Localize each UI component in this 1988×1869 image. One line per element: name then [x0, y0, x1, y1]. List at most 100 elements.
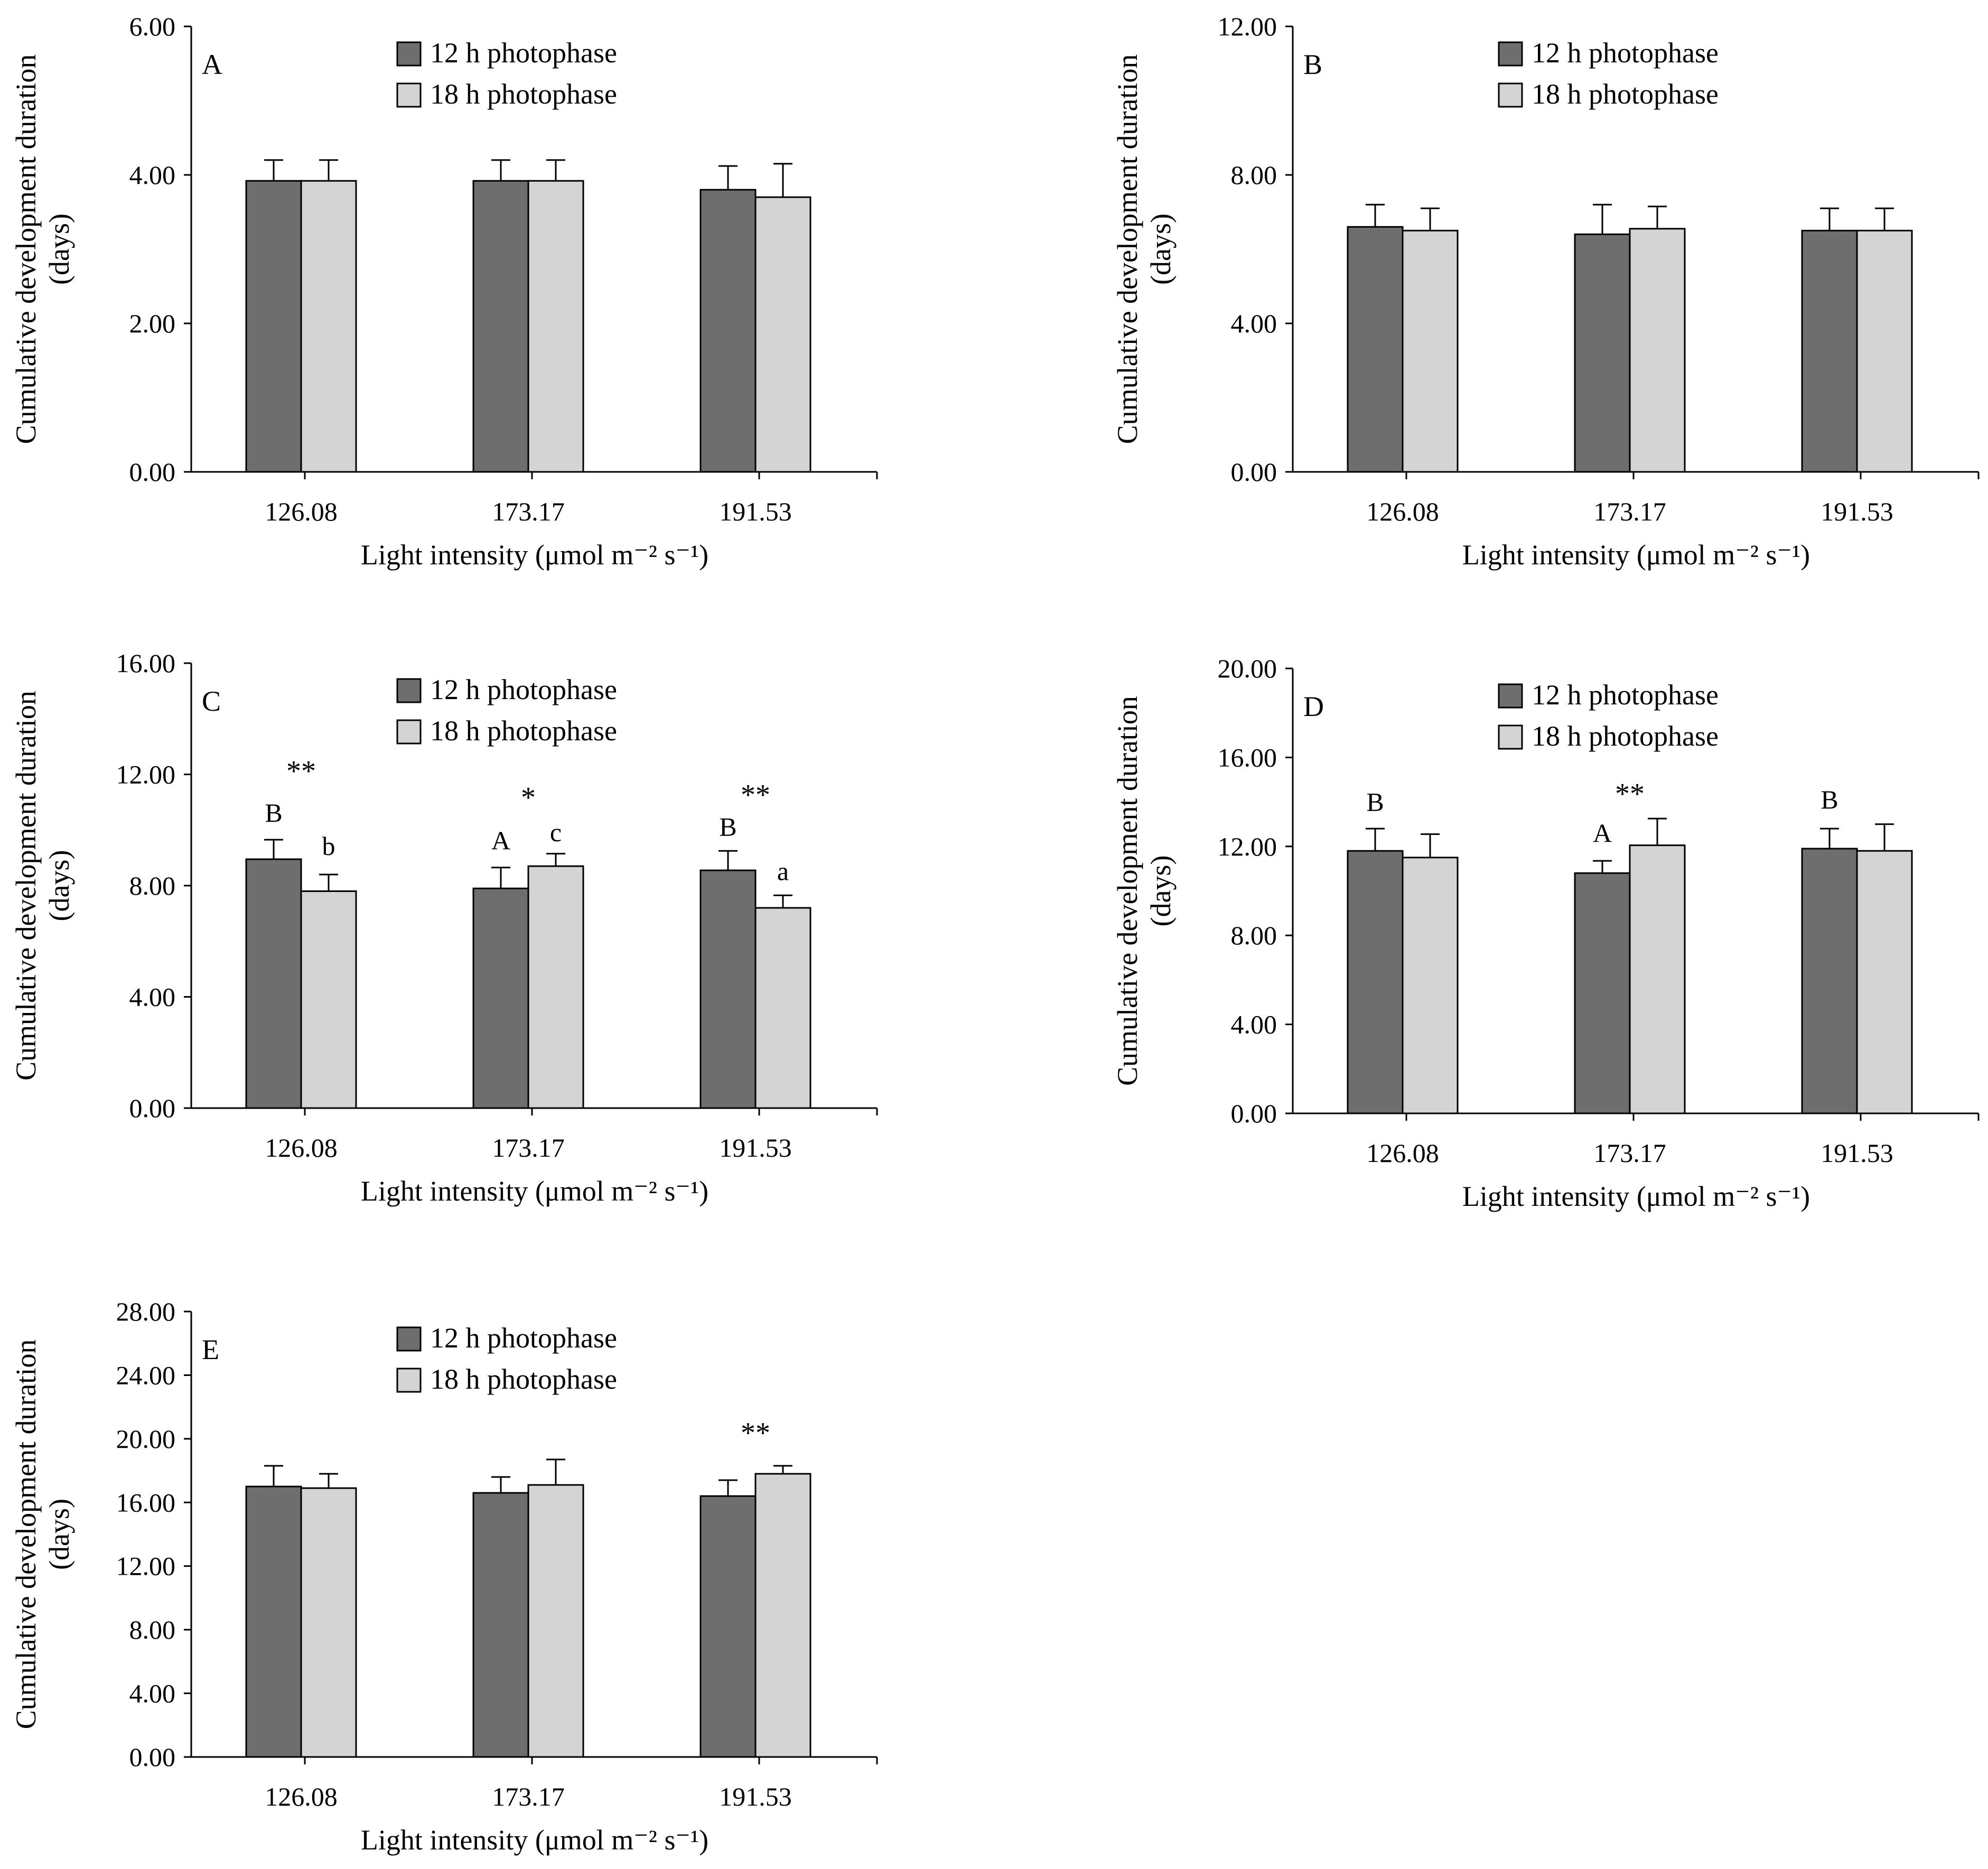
legend-swatch-series1 [396, 1326, 422, 1352]
y-tick-label: 4.00 [129, 1679, 176, 1708]
x-tick-label: 126.08 [265, 497, 338, 526]
x-axis-label: Light intensity (μmol m⁻² s⁻¹) [1462, 539, 1810, 571]
y-tick-label: 12.00 [116, 1551, 176, 1581]
significance-annotation: A [491, 826, 510, 856]
significance-annotation: B [1821, 785, 1838, 814]
y-tick-label: 16.00 [1218, 742, 1277, 772]
bar-series2-173.17 [527, 1484, 584, 1758]
y-axis-unit: (days) [1145, 213, 1177, 285]
legend-swatch-series2 [1498, 82, 1523, 108]
bar-series2-173.17 [527, 180, 584, 473]
legend-swatch-series1 [396, 41, 422, 67]
legend-label-series2: 18 h photophase [1532, 720, 1719, 752]
y-tick-label: 16.00 [116, 648, 176, 678]
significance-annotation: a [777, 856, 789, 886]
bar-series2-191.53 [754, 196, 811, 473]
x-tick-label: 173.17 [1593, 497, 1666, 526]
legend-label-series1: 12 h photophase [430, 1322, 617, 1354]
significance-annotation: ** [1615, 777, 1645, 810]
x-tick-label: 126.08 [265, 1782, 338, 1811]
x-tick-label: 191.53 [719, 1133, 792, 1163]
bar-series1-191.53 [699, 189, 757, 473]
y-axis-label: Cumulative development duration [1112, 54, 1143, 444]
x-tick-label: 191.53 [719, 497, 792, 526]
bar-series1-191.53 [699, 1495, 757, 1758]
panel-letter: A [202, 49, 222, 80]
significance-annotation: ** [286, 755, 316, 788]
legend-label-series2: 18 h photophase [430, 1363, 617, 1395]
x-tick-label: 173.17 [492, 1782, 565, 1811]
legend-label-series2: 18 h photophase [430, 715, 617, 747]
x-tick-label: 126.08 [265, 1133, 338, 1163]
panel-letter: D [1303, 691, 1324, 722]
y-tick-label: 12.00 [1218, 12, 1277, 41]
y-tick-label: 0.00 [1231, 457, 1277, 487]
bar-series2-126.08 [1402, 229, 1459, 473]
bar-series2-126.08 [300, 1487, 357, 1758]
x-axis-label: Light intensity (μmol m⁻² s⁻¹) [361, 1824, 708, 1856]
bar-series2-173.17 [527, 865, 584, 1109]
y-tick-label: 4.00 [1231, 309, 1277, 338]
y-axis-unit: (days) [43, 850, 75, 922]
y-axis-unit: (days) [1145, 856, 1177, 927]
significance-annotation: B [1366, 787, 1384, 816]
y-tick-label: 12.00 [1218, 832, 1277, 861]
significance-annotation: ** [741, 778, 770, 811]
bar-series2-173.17 [1629, 844, 1686, 1114]
bar-series1-126.08 [245, 1485, 302, 1758]
chart-panel-d: 0.00 4.00 8.00 12.00 16.00 20.00 126.08 173.17 1… [1112, 654, 1980, 1212]
y-axis-label: Cumulative development duration [10, 691, 42, 1081]
legend-swatch-series2 [396, 82, 422, 108]
panel-letter: B [1303, 49, 1322, 80]
bar-series1-173.17 [472, 1492, 529, 1758]
y-tick-label: 28.00 [116, 1297, 176, 1326]
y-tick-label: 6.00 [129, 12, 176, 41]
x-tick-label: 173.17 [492, 497, 565, 526]
legend-label-series2: 18 h photophase [430, 78, 617, 110]
legend-label-series1: 12 h photophase [1532, 679, 1719, 711]
bar-series2-191.53 [1856, 850, 1913, 1114]
bar-series1-191.53 [699, 869, 757, 1109]
bar-series2-173.17 [1629, 228, 1686, 473]
bar-series1-173.17 [472, 180, 529, 473]
legend-label-series1: 12 h photophase [430, 37, 617, 69]
y-axis-unit: (days) [43, 1499, 75, 1570]
legend-label-series1: 12 h photophase [1532, 37, 1719, 69]
x-tick-label: 191.53 [719, 1782, 792, 1811]
y-tick-label: 8.00 [129, 1615, 176, 1644]
x-axis-label: Light intensity (μmol m⁻² s⁻¹) [361, 1175, 708, 1207]
y-axis-label: Cumulative development duration [1112, 696, 1143, 1086]
y-tick-label: 8.00 [1231, 920, 1277, 950]
y-tick-label: 0.00 [1231, 1099, 1277, 1128]
significance-annotation: B [719, 812, 736, 841]
significance-annotation: A [1593, 818, 1612, 848]
bar-series2-126.08 [1402, 857, 1459, 1114]
x-tick-label: 191.53 [1821, 1138, 1893, 1168]
y-tick-label: 4.00 [1231, 1010, 1277, 1039]
bar-series1-173.17 [1574, 233, 1631, 473]
y-tick-label: 20.00 [116, 1424, 176, 1454]
significance-annotation: * [521, 782, 536, 814]
y-tick-label: 4.00 [129, 982, 176, 1012]
y-tick-label: 4.00 [129, 160, 176, 190]
significance-annotation: c [550, 817, 562, 847]
significance-annotation: b [322, 831, 335, 861]
bar-series1-126.08 [245, 180, 302, 473]
y-tick-label: 0.00 [129, 1093, 176, 1123]
bar-series2-191.53 [1856, 229, 1913, 473]
chart-panel-b: 0.00 4.00 8.00 12.00 126.08 173.17 191.53 Light… [1112, 12, 1980, 571]
x-tick-label: 126.08 [1366, 497, 1439, 526]
legend-swatch-series1 [396, 678, 422, 703]
bar-series2-126.08 [300, 180, 357, 473]
x-tick-label: 173.17 [1593, 1138, 1666, 1168]
bar-series2-126.08 [300, 890, 357, 1109]
x-axis-label: Light intensity (μmol m⁻² s⁻¹) [361, 539, 708, 571]
y-tick-label: 2.00 [129, 309, 176, 338]
significance-annotation: ** [741, 1417, 770, 1449]
significance-annotation: B [265, 798, 282, 827]
y-tick-label: 0.00 [129, 457, 176, 487]
y-tick-label: 8.00 [129, 871, 176, 900]
x-tick-label: 191.53 [1821, 497, 1893, 526]
legend-swatch-series2 [1498, 724, 1523, 750]
